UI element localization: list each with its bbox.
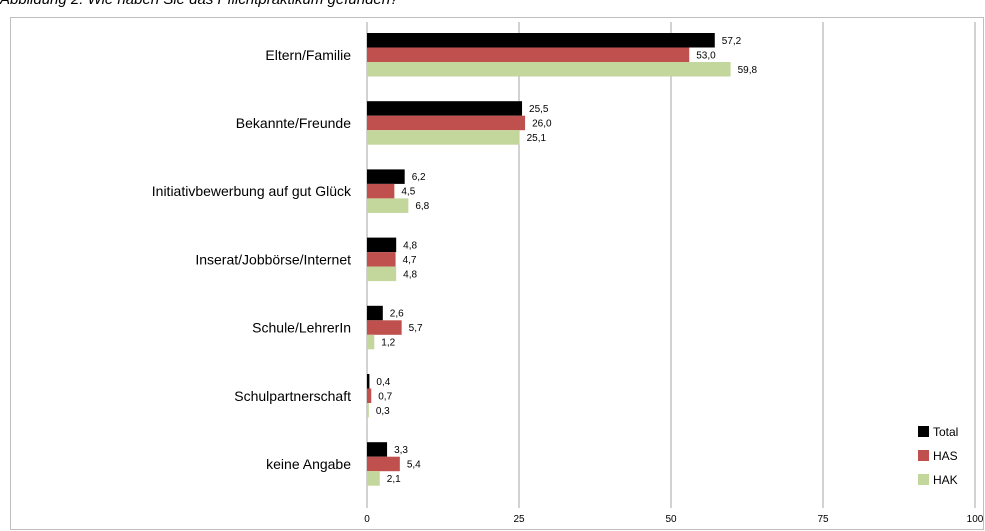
data-label: 59,8	[738, 65, 758, 76]
data-label: 4,5	[401, 187, 415, 198]
category-label: Bekannte/Freunde	[236, 115, 351, 131]
data-label: 4,8	[403, 269, 417, 280]
legend-swatch-has	[918, 450, 929, 461]
gridlines	[366, 22, 976, 508]
labels: 0 25 50 75 100 57,2 53,0 59,8 Eltern/Familie 25,5…	[152, 36, 984, 525]
bar-total	[367, 101, 523, 116]
bar-hak	[367, 130, 520, 145]
bar-total	[367, 169, 405, 184]
category-label: Schule/LehrerIn	[252, 320, 351, 336]
bar-hak	[367, 266, 397, 282]
data-label: 0,4	[376, 377, 390, 388]
legend-label-hak: HAK	[933, 473, 958, 487]
data-label: 6,2	[412, 172, 426, 183]
bar-hak	[367, 62, 731, 77]
data-label: 6,8	[415, 201, 429, 212]
data-label: 25,1	[527, 133, 547, 144]
bar-has	[367, 183, 395, 199]
data-label: 0,7	[378, 391, 392, 402]
data-label: 5,7	[409, 323, 423, 334]
bar-has	[367, 252, 396, 267]
chart-frame	[10, 17, 984, 530]
x-tick-label: 25	[513, 514, 525, 525]
x-tick-label: 0	[364, 514, 370, 525]
category-label: Eltern/Familie	[265, 47, 351, 63]
data-label: 2,1	[387, 474, 401, 485]
figure-caption: Abbildung 2: Wie haben Sie das Pflichtpr…	[0, 0, 398, 8]
legend-label-total: Total	[933, 425, 958, 439]
x-tick-label: 100	[967, 514, 984, 525]
bar-hak	[367, 403, 369, 418]
bar-has	[367, 320, 402, 335]
data-label: 2,6	[390, 309, 404, 320]
x-tick-label: 50	[665, 514, 677, 525]
data-label: 5,4	[407, 459, 421, 470]
data-label: 4,8	[403, 240, 417, 251]
legend-swatch-total	[918, 426, 929, 437]
x-tick-label: 75	[817, 514, 829, 525]
category-label: Schulpartnerschaft	[234, 388, 351, 404]
category-label: Inserat/Jobbörse/Internet	[195, 251, 351, 267]
bar-hak	[367, 334, 375, 350]
bar-hak	[367, 471, 380, 486]
bar-has	[367, 456, 400, 472]
data-label: 26,0	[532, 118, 552, 129]
bar-total	[367, 237, 397, 253]
bar-hak	[367, 198, 409, 213]
bar-total	[367, 305, 383, 321]
bar-total	[367, 374, 370, 389]
bars	[367, 33, 731, 486]
chart-legend: Total HAS HAK	[918, 425, 958, 487]
data-label: 0,3	[376, 406, 390, 417]
bar-total	[367, 33, 715, 48]
data-label: 3,3	[394, 445, 408, 456]
data-label: 57,2	[722, 36, 742, 47]
data-label: 25,5	[529, 104, 549, 115]
category-label: Initiativbewerbung auf gut Glück	[152, 183, 352, 199]
data-label: 4,7	[403, 255, 417, 266]
category-label: keine Angabe	[266, 456, 351, 472]
data-label: 1,2	[381, 338, 395, 349]
bar-has	[367, 47, 690, 62]
bar-total	[367, 442, 388, 457]
legend-label-has: HAS	[933, 449, 958, 463]
data-label: 53,0	[696, 50, 716, 61]
bar-has	[367, 115, 526, 131]
bar-has	[367, 388, 372, 403]
legend-swatch-hak	[918, 474, 929, 485]
